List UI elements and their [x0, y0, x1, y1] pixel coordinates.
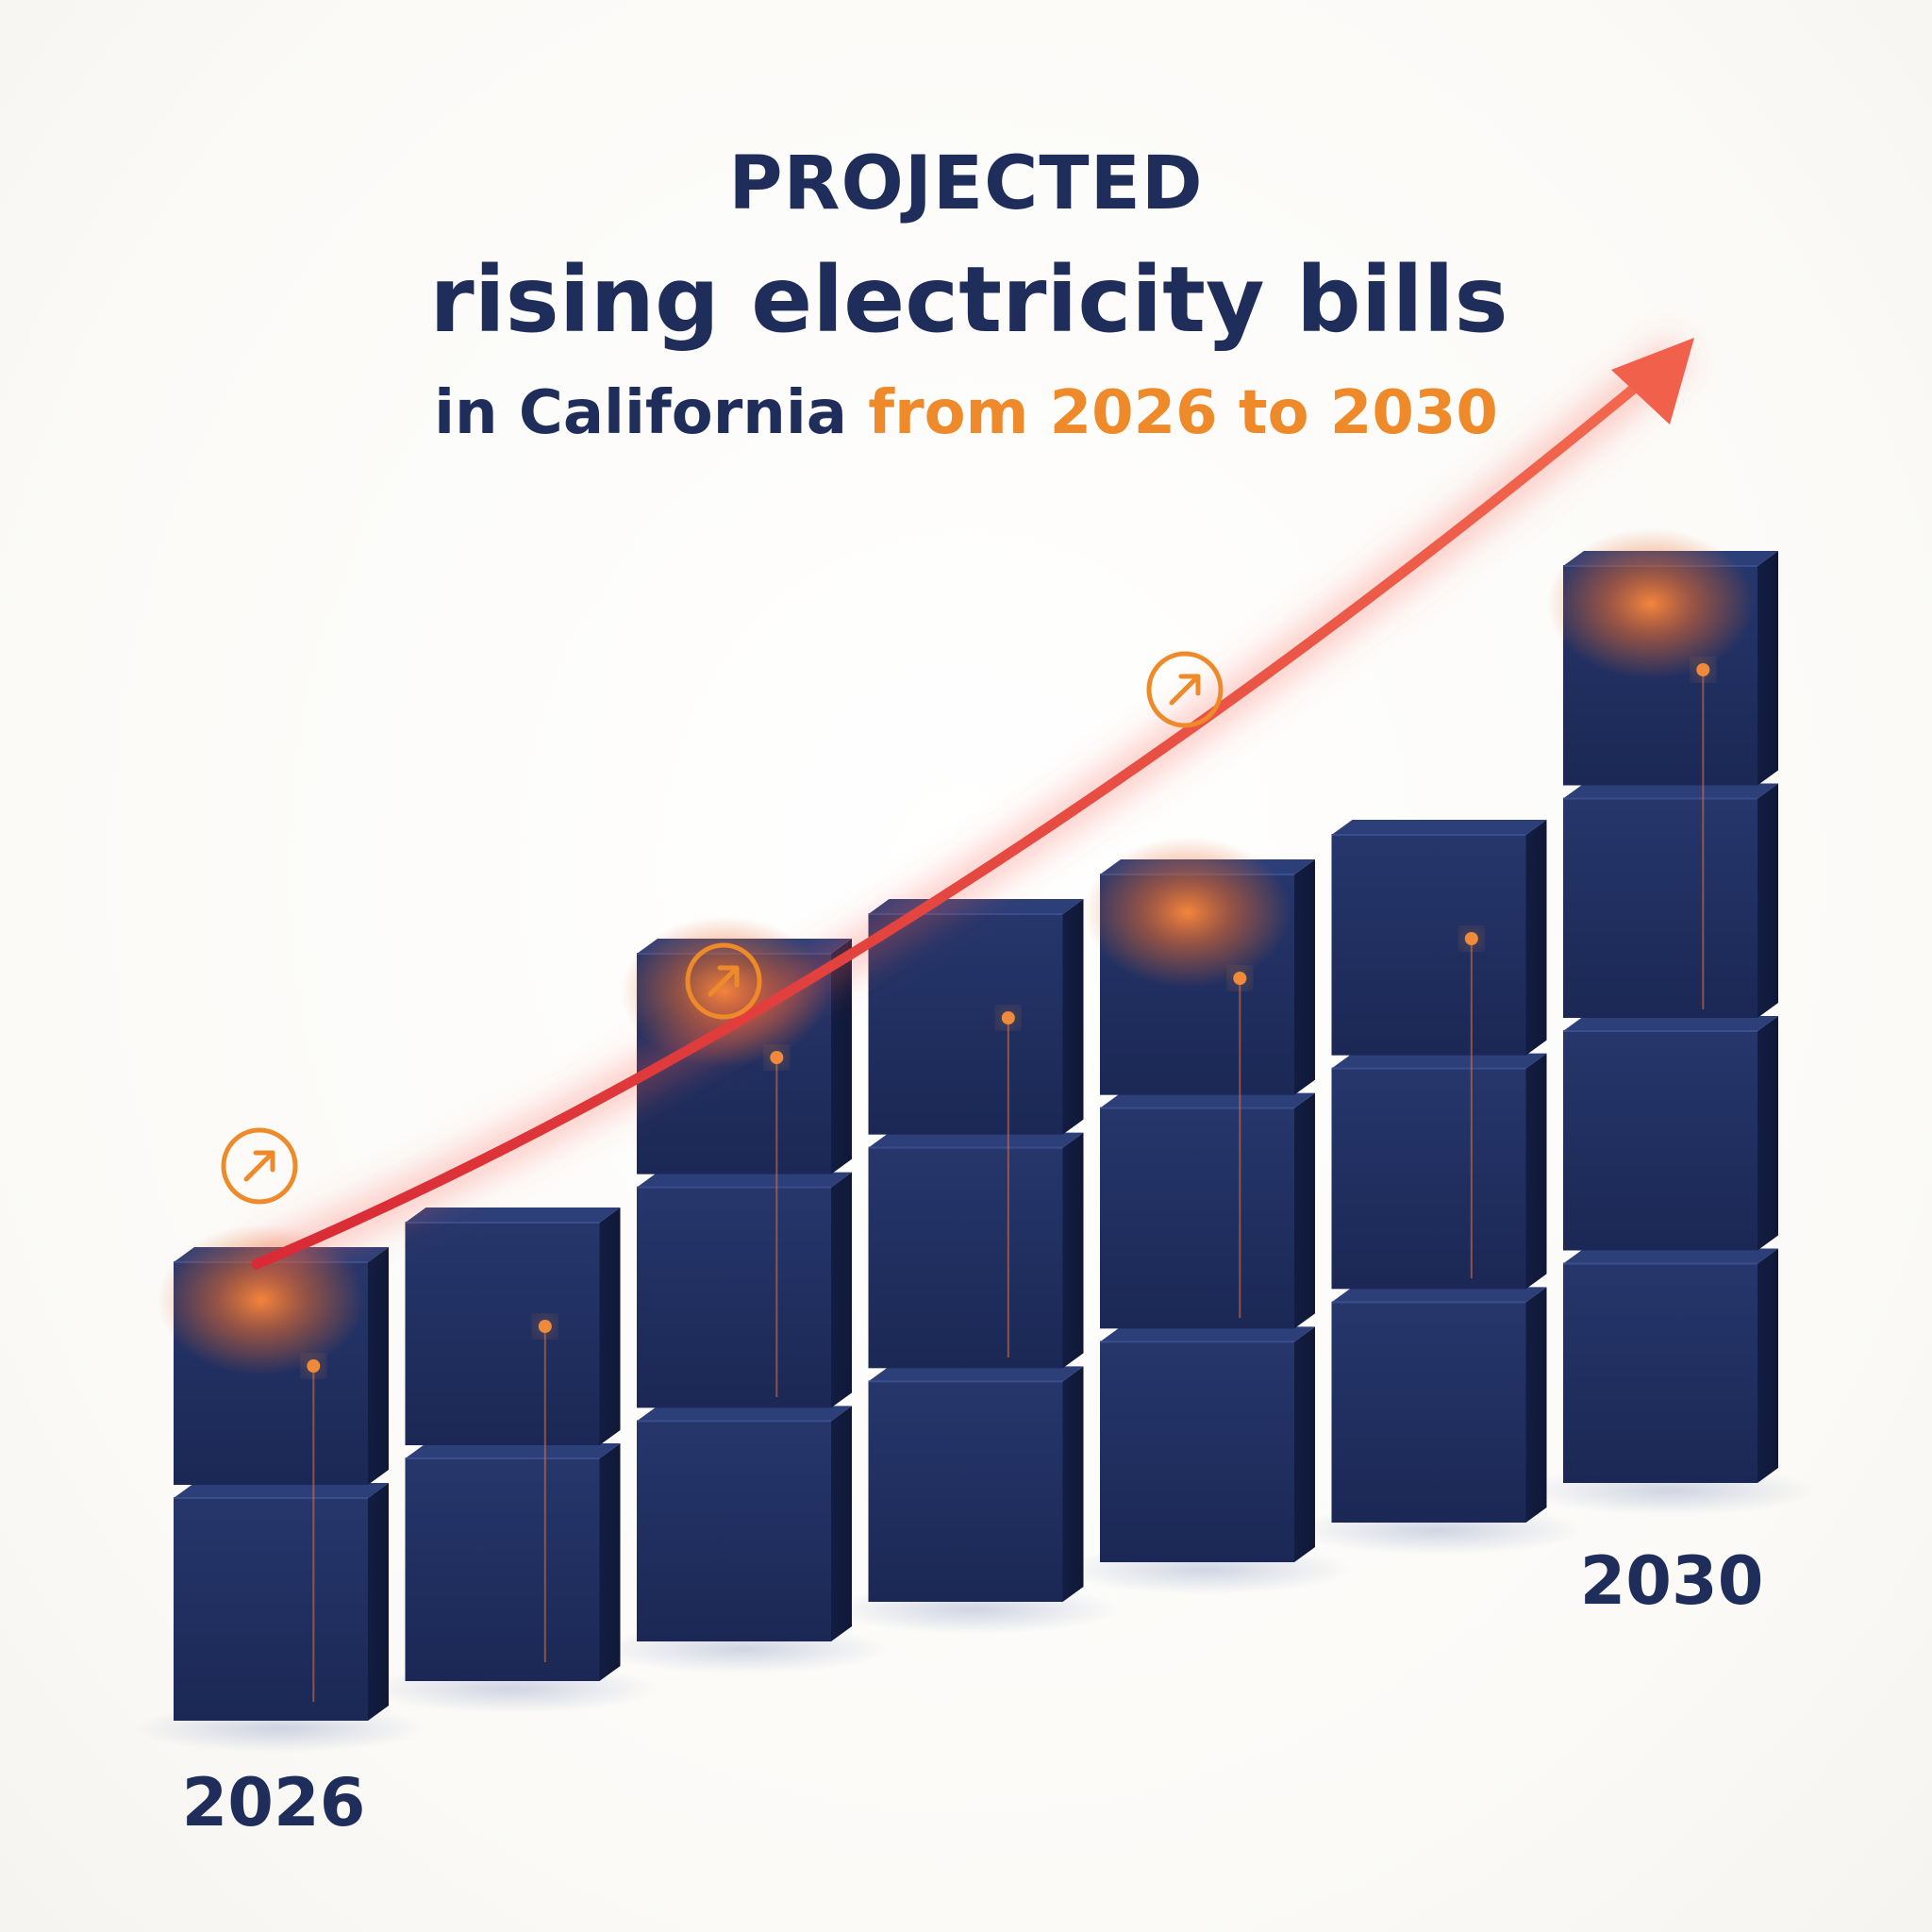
bar-top-glow — [1083, 837, 1291, 988]
bar-block-front — [868, 1147, 1063, 1369]
bar-block-side — [831, 1172, 852, 1408]
bar-block-front — [637, 1187, 831, 1408]
bar-block-top — [1563, 783, 1778, 799]
trend-icons — [221, 651, 1224, 1205]
trend-up-icon — [221, 1127, 298, 1205]
bar-indicator-dot — [1233, 972, 1247, 985]
x-tick-label-2030: 2030 — [1580, 1542, 1764, 1620]
bar-block-side — [1757, 1016, 1778, 1251]
bar-block-side — [599, 1443, 621, 1681]
bars-group — [157, 528, 1778, 1721]
bar-block-side — [1757, 1248, 1778, 1483]
bar-block-top — [405, 1443, 621, 1458]
title-line-1: PROJECTED — [728, 142, 1204, 226]
bar-block-top — [1100, 1092, 1315, 1108]
bar-block-top — [1331, 1287, 1547, 1303]
year-labels: 2026 2030 — [182, 1542, 1764, 1841]
bar-block-front — [1563, 1263, 1757, 1483]
bar-block-top — [1331, 820, 1547, 835]
bar-block-front — [637, 1421, 831, 1641]
bar-block-front — [405, 1458, 600, 1681]
bar-block-side — [1294, 1092, 1315, 1329]
bar-block-top — [868, 1366, 1084, 1382]
trend-arrow — [250, 338, 1694, 1279]
bar-indicator-dot — [1464, 932, 1478, 945]
bar-indicator-dot — [1696, 663, 1710, 676]
title-line-3-accent: from 2026 to 2030 — [868, 378, 1498, 448]
x-tick-label-2026: 2026 — [182, 1764, 366, 1841]
trend-up-icon — [1146, 651, 1224, 728]
bar-block-front — [1331, 835, 1526, 1056]
title-line-3: in California from 2026 to 2030 — [0, 374, 1932, 453]
title-line-2: rising electricity bills — [429, 247, 1508, 353]
bar-block-side — [1062, 1132, 1084, 1369]
bar-top-glow — [157, 1224, 365, 1375]
bar-indicator-dot — [307, 1359, 321, 1373]
bar-block-front — [868, 1381, 1063, 1602]
bar-block-front — [1331, 1302, 1526, 1523]
bar-block-side — [831, 1406, 852, 1641]
bar-block-front — [1563, 798, 1757, 1018]
bar-block-side — [1757, 783, 1778, 1018]
bar-block-side — [599, 1208, 621, 1445]
bar — [405, 1208, 621, 1681]
bar-block-side — [1062, 899, 1084, 1135]
bar-block-side — [1525, 1287, 1547, 1523]
bar-block-front — [405, 1223, 600, 1445]
bar-block-front — [1100, 1341, 1294, 1562]
bar-top-glow — [620, 916, 828, 1067]
bar — [157, 1224, 389, 1721]
chart-title: PROJECTED rising electricity bills in Ca… — [0, 142, 1932, 453]
bar-indicator-dot — [770, 1051, 784, 1064]
bar-block-side — [1757, 551, 1778, 786]
bar-block-front — [1100, 1108, 1294, 1329]
bar — [1083, 837, 1315, 1562]
bar-block-side — [1062, 1366, 1084, 1602]
bar-block-top — [637, 1172, 852, 1188]
bar-block-top — [174, 1483, 389, 1498]
bar-block-front — [174, 1498, 368, 1721]
bar-block-side — [368, 1483, 389, 1721]
bar-block-top — [1563, 1248, 1778, 1264]
bar-block-top — [868, 1132, 1084, 1148]
bar-block-side — [1294, 859, 1315, 1095]
bar-block-side — [831, 939, 852, 1174]
bar-block-side — [1525, 1053, 1547, 1290]
bar-block-side — [1294, 1326, 1315, 1562]
bar-indicator-dot — [538, 1320, 552, 1333]
bar — [868, 899, 1084, 1602]
bar-block-front — [868, 914, 1063, 1135]
bar-block-side — [1525, 820, 1547, 1056]
bar-block-top — [1563, 1016, 1778, 1031]
bar-block-top — [637, 1406, 852, 1422]
bar-block-side — [368, 1247, 389, 1485]
bar — [1331, 820, 1547, 1523]
bar-indicator-dot — [1001, 1011, 1015, 1024]
title-line-3-main: in California — [434, 378, 847, 448]
bar-block-front — [1563, 1031, 1757, 1251]
trend-arrowhead — [1611, 338, 1694, 425]
bar-block-top — [1100, 1326, 1315, 1342]
bar-block-top — [1331, 1053, 1547, 1069]
bar — [1546, 528, 1778, 1483]
bar-block-top — [405, 1208, 621, 1223]
bar-top-glow — [1546, 528, 1755, 679]
trend-line — [251, 345, 1685, 1270]
bar-block-front — [1331, 1068, 1526, 1290]
trend-up-icon — [685, 942, 762, 1020]
